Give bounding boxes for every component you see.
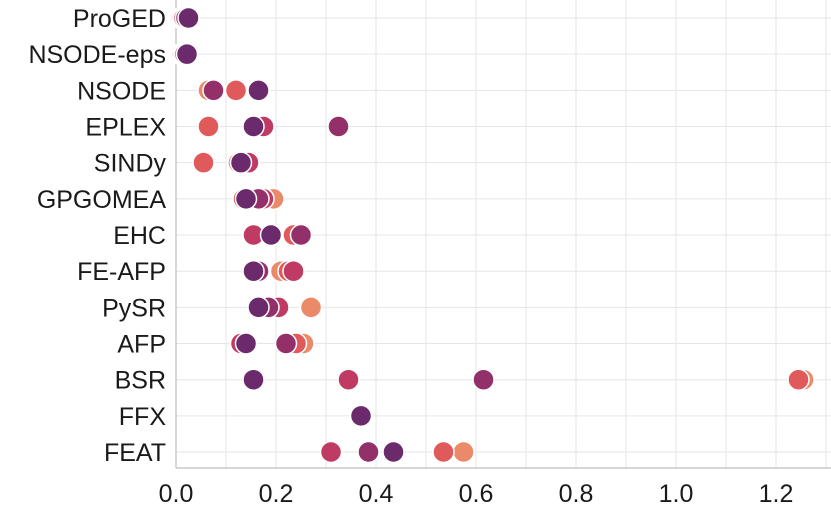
data-point bbox=[452, 440, 475, 464]
y-tick-label: FFX bbox=[119, 403, 167, 431]
data-point bbox=[787, 368, 810, 391]
x-tick-label: 0.8 bbox=[559, 480, 594, 507]
data-point bbox=[242, 259, 265, 283]
grid bbox=[175, 0, 831, 468]
data-point bbox=[202, 79, 225, 102]
data-point bbox=[242, 115, 265, 138]
y-tick-label: FE-AFP bbox=[77, 258, 166, 286]
x-tick-label: 0.6 bbox=[459, 480, 494, 507]
data-point bbox=[192, 151, 215, 174]
data-point bbox=[327, 115, 350, 138]
y-tick-label: BSR bbox=[115, 367, 166, 395]
data-point bbox=[175, 42, 199, 66]
x-tick-label: 0.4 bbox=[359, 480, 394, 507]
y-tick-label: ProGED bbox=[73, 5, 166, 33]
axes bbox=[175, 0, 831, 469]
data-point bbox=[177, 6, 200, 30]
x-tick-label: 0.0 bbox=[159, 480, 194, 507]
data-point bbox=[229, 151, 253, 174]
x-tick-label: 1.2 bbox=[759, 480, 794, 507]
data-point bbox=[299, 296, 323, 319]
data-point bbox=[319, 440, 343, 464]
y-tick-label: NSODE-eps bbox=[28, 41, 166, 69]
y-tick-label: GPGOMEA bbox=[37, 186, 167, 214]
y-tick-label: EPLEX bbox=[85, 114, 166, 142]
x-tick-label: 1.0 bbox=[659, 480, 694, 507]
data-point bbox=[274, 332, 298, 355]
data-point bbox=[247, 296, 270, 319]
y-tick-label: PySR bbox=[102, 294, 166, 322]
y-tick-label: FEAT bbox=[104, 439, 166, 467]
data-point bbox=[349, 404, 373, 428]
x-tick-label: 0.2 bbox=[259, 480, 294, 507]
data-point bbox=[472, 368, 495, 391]
data-point bbox=[197, 115, 220, 138]
y-tick-labels: ProGED NSODE-eps NSODE EPLEX SINDy GPGOMEA EHC… bbox=[28, 5, 166, 467]
data-point bbox=[432, 440, 455, 464]
y-tick-label: AFP bbox=[117, 331, 166, 359]
data-point bbox=[224, 79, 248, 102]
data-point bbox=[289, 223, 313, 247]
data-point bbox=[234, 332, 258, 355]
data-point bbox=[282, 259, 305, 283]
data-point bbox=[382, 440, 405, 464]
x-tick-labels: 0.0 0.2 0.4 0.6 0.8 1.0 1.2 bbox=[159, 480, 794, 507]
data-point bbox=[247, 79, 270, 102]
data-point bbox=[234, 187, 258, 211]
data-point bbox=[259, 223, 283, 247]
data-point bbox=[357, 440, 380, 464]
data-point bbox=[242, 368, 265, 391]
y-tick-label: SINDy bbox=[94, 150, 167, 178]
data-point bbox=[337, 368, 360, 391]
y-tick-label: NSODE bbox=[77, 77, 166, 105]
data-points bbox=[169, 6, 815, 464]
y-tick-label: EHC bbox=[113, 222, 166, 250]
